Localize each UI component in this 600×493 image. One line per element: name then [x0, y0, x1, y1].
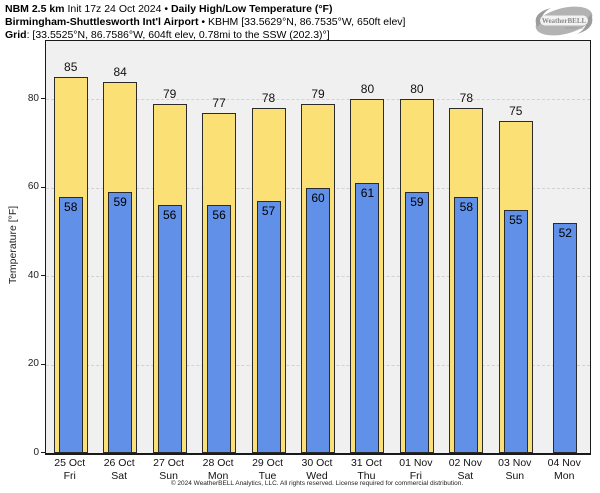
x-tick-date: 04 Nov	[547, 457, 581, 469]
y-tick-mark	[41, 452, 45, 453]
logo-subtext: Analytics LLC	[565, 26, 585, 30]
low-bar: 52	[553, 223, 578, 453]
low-bar: 57	[256, 201, 281, 453]
y-tick-mark	[41, 275, 45, 277]
title-line-3: Grid: [33.5525°N, 86.7586°W, 604ft elev,…	[5, 29, 405, 42]
y-tick-label: 20	[27, 358, 39, 370]
high-value-label: 79	[311, 86, 325, 101]
x-tick-label: 04 Nov Mon	[540, 457, 589, 483]
x-tick-date: 03 Nov	[498, 457, 532, 469]
model-name: NBM 2.5 km	[5, 3, 65, 15]
x-tick-weekday: Tue	[258, 470, 277, 482]
y-tick-mark	[41, 186, 45, 188]
low-bar: 56	[157, 205, 182, 453]
x-tick-label: 02 Nov Sat	[441, 457, 490, 483]
high-value-label: 78	[459, 91, 474, 106]
low-bar: 59	[108, 192, 133, 453]
x-tick-label: 26 Oct Sat	[94, 457, 143, 483]
x-tick-weekday: Fri	[409, 470, 423, 482]
weatherbell-logo: WeatherBELL Analytics LLC	[531, 1, 597, 41]
x-tick-weekday: Sat	[457, 470, 474, 482]
high-value-label: 77	[212, 95, 226, 110]
high-value-label: 78	[261, 91, 276, 106]
x-tick-weekday: Sun	[159, 470, 178, 482]
y-tick-label: 0	[33, 446, 39, 458]
high-value-label: 79	[162, 86, 177, 101]
x-tick-weekday: Mon	[207, 470, 229, 482]
x-tick-weekday: Thu	[357, 470, 376, 482]
low-bar: 59	[404, 192, 429, 453]
x-tick-date: 01 Nov	[399, 457, 433, 469]
logo-text: WeatherBELL	[542, 17, 587, 25]
x-tick-weekday: Fri	[63, 470, 76, 482]
x-tick-date: 28 Oct	[202, 457, 234, 469]
grid-label: Grid	[5, 29, 27, 42]
init-time: Init 17z 24 Oct 2024 •	[64, 3, 171, 15]
title-line-2: Birmingham-Shuttlesworth Int'l Airport •…	[5, 16, 405, 29]
x-tick-weekday: Sun	[505, 470, 525, 482]
title-line-1: NBM 2.5 km Init 17z 24 Oct 2024 • Daily …	[5, 3, 405, 16]
y-tick-label: 60	[27, 181, 39, 193]
x-tick-date: 27 Oct	[153, 457, 185, 469]
y-tick-mark	[41, 363, 45, 365]
x-tick-label: 27 Oct Sun	[144, 457, 193, 483]
x-tick-date: 25 Oct	[54, 457, 86, 469]
low-bar: 55	[503, 209, 528, 453]
x-tick-label: 03 Nov Sun	[490, 457, 539, 483]
parameter-name: Daily High/Low Temperature (°F)	[170, 3, 333, 15]
gridline-80	[46, 99, 590, 101]
x-tick-date: 31 Oct	[350, 457, 382, 469]
x-tick-date: 30 Oct	[301, 457, 333, 469]
low-bar: 61	[355, 183, 380, 453]
x-tick-label: 30 Oct Wed	[292, 457, 341, 483]
x-tick-label: 31 Oct Thu	[342, 457, 391, 483]
station-name: Birmingham-Shuttlesworth Int'l Airport	[5, 16, 199, 29]
x-tick-date: 26 Oct	[103, 457, 135, 469]
low-bar: 56	[207, 205, 232, 453]
high-value-label: 80	[410, 82, 424, 97]
x-tick-label: 28 Oct Mon	[193, 457, 242, 483]
y-tick-mark	[41, 98, 45, 100]
high-value-label: 80	[360, 82, 375, 97]
x-tick-weekday: Wed	[306, 470, 328, 482]
x-tick-date: 29 Oct	[252, 457, 283, 469]
x-tick-date: 02 Nov	[448, 457, 482, 469]
x-tick-label: 29 Oct Tue	[243, 457, 292, 483]
station-coords: • KBHM [33.5629°N, 86.7535°W, 650ft elev…	[198, 16, 406, 29]
copyright-notice: © 2024 WeatherBELL Analytics, LLC. All r…	[170, 480, 464, 487]
plot-area: 85 58 84 59 79 56 77 56 78 57 79 60 80 61 80 59 78 58 75 55…	[45, 40, 591, 455]
low-bar: 60	[306, 187, 330, 453]
x-tick-weekday: Mon	[554, 470, 575, 482]
high-value-label: 75	[509, 104, 523, 119]
high-value-label: 85	[64, 60, 78, 75]
x-tick-label: 25 Oct Fri	[45, 457, 94, 483]
y-tick-label: 40	[27, 269, 39, 281]
grid-coords: : [33.5525°N, 86.7586°W, 604ft elev, 0.7…	[26, 29, 330, 42]
x-tick-label: 01 Nov Fri	[391, 457, 440, 483]
x-tick-weekday: Sat	[111, 470, 128, 482]
low-bar: 58	[454, 196, 479, 453]
weatherbell-swirl-icon: WeatherBELL Analytics LLC	[535, 6, 593, 36]
chart-title-block: NBM 2.5 km Init 17z 24 Oct 2024 • Daily …	[5, 3, 405, 43]
y-tick-label: 80	[27, 92, 39, 104]
high-value-label: 84	[113, 64, 127, 79]
low-bar: 58	[58, 196, 83, 453]
